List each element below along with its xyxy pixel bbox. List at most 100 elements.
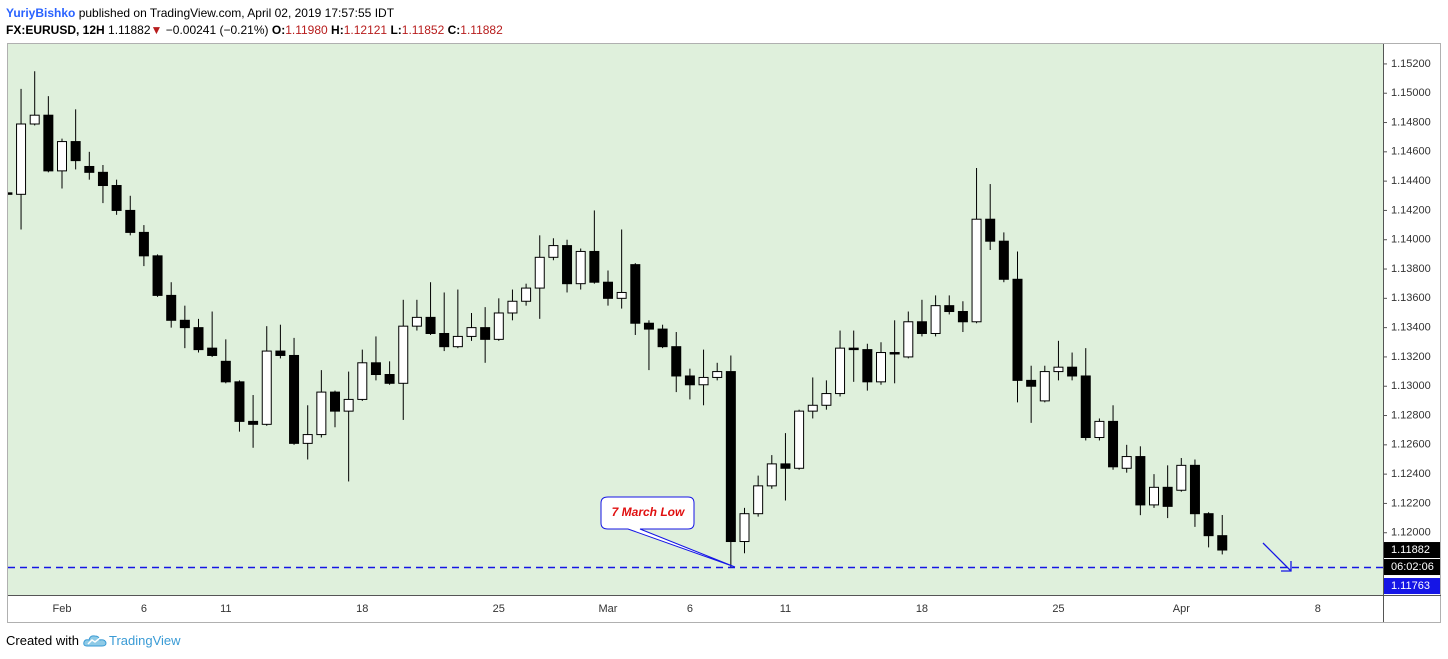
x-tick-label: Apr	[1173, 603, 1190, 615]
direction: ▼	[150, 23, 163, 37]
candle-body	[698, 376, 709, 386]
countdown-box	[1384, 559, 1440, 576]
candle-body	[425, 316, 436, 334]
x-tick-label: 6	[141, 603, 147, 615]
author[interactable]: YuriyBishko	[6, 6, 76, 20]
candle-body	[534, 256, 545, 289]
candle-body	[138, 231, 149, 257]
arrow-shaft	[1262, 542, 1292, 572]
y-tick-label: 1.12800	[1391, 409, 1431, 421]
y-tick-label: 1.13000	[1391, 380, 1431, 392]
arrow-head	[1281, 561, 1292, 572]
candle-body	[166, 294, 177, 321]
y-tick-label: 1.14000	[1391, 234, 1431, 246]
candle-body	[16, 123, 27, 195]
candle-body	[821, 393, 832, 406]
candle-body	[862, 349, 873, 383]
y-tick-label: 1.13200	[1391, 351, 1431, 363]
candle-body	[125, 209, 136, 233]
candle-body	[985, 218, 996, 242]
candle-body	[589, 250, 600, 283]
candle-body	[643, 322, 654, 330]
y-tick-label: 1.14800	[1391, 116, 1431, 128]
candle-body	[1067, 366, 1078, 377]
y-tick-label: 1.14200	[1391, 204, 1431, 216]
candle-body	[29, 114, 40, 125]
ohlc-value: 1.11852	[401, 23, 445, 37]
y-tick-label: 1.13400	[1391, 322, 1431, 334]
candle-body	[739, 513, 750, 543]
x-tick-label: 18	[356, 603, 368, 615]
candle-body	[1121, 456, 1132, 469]
candle-body	[616, 291, 627, 299]
candle-body	[439, 332, 450, 348]
candle-body	[794, 410, 805, 469]
candle-body	[452, 335, 463, 348]
level-price-box	[1384, 578, 1440, 595]
candle-body	[1203, 513, 1214, 537]
candle-body	[370, 362, 381, 376]
candle-body	[384, 374, 395, 384]
candle-body	[275, 350, 286, 356]
logo-line	[87, 637, 101, 645]
x-tick-label: 6	[687, 603, 693, 615]
candle-body	[916, 321, 927, 334]
candle-body	[780, 463, 791, 469]
candle-body	[1176, 464, 1187, 491]
x-tick-label: 25	[1052, 603, 1064, 615]
y-tick-label: 1.12000	[1391, 527, 1431, 539]
candle-body	[848, 347, 859, 351]
candle-body	[411, 316, 422, 327]
y-tick-label: 1.14600	[1391, 146, 1431, 158]
candle-body	[876, 352, 886, 383]
ohlc-label: O:	[271, 23, 286, 37]
candle-body	[1149, 486, 1159, 506]
candle-body	[630, 264, 641, 324]
candle-body	[207, 347, 218, 356]
chart: 1.15200 1.15000 1.14800 1.14600 1.14400 1.142…	[7, 43, 1441, 623]
arrow	[1262, 542, 1292, 572]
axes: 1.15200 1.15000 1.14800 1.14600 1.14400 1.142…	[53, 58, 1440, 615]
footer: Created with TradingView	[6, 632, 181, 650]
candle-body	[998, 240, 1009, 280]
ohlc-value: 1.12121	[343, 23, 388, 37]
y-tick-label: 1.14400	[1391, 175, 1431, 187]
candle-body	[57, 141, 67, 172]
candle-body	[889, 352, 900, 355]
candle-body	[1026, 379, 1037, 387]
ohlc-value: 1.11882	[460, 23, 503, 37]
candle-body	[316, 391, 327, 436]
brand[interactable]: TradingView	[108, 633, 181, 648]
candle-body	[562, 245, 573, 285]
logo	[83, 635, 107, 647]
ohlc-value: 1.11980	[285, 23, 328, 37]
candle-body	[152, 255, 163, 296]
candle-body	[84, 165, 95, 173]
level-price-label: 1.11763	[1391, 580, 1430, 592]
last-price: 1.11882	[108, 23, 151, 37]
candle-body	[220, 360, 231, 383]
candle-body	[493, 312, 504, 340]
footer-text: Created with	[6, 633, 79, 648]
last-price-label: 1.11882	[1391, 544, 1430, 556]
candle-body	[70, 141, 81, 162]
x-tick-label: Mar	[599, 603, 618, 615]
candle-body	[684, 375, 695, 386]
candle-body	[1094, 420, 1105, 439]
candle-body	[1135, 456, 1146, 506]
candle-body	[466, 327, 477, 337]
ohlc-label: C:	[447, 23, 461, 37]
candle-body	[807, 404, 818, 412]
x-tick-label: 25	[493, 603, 505, 615]
candle-body	[657, 328, 668, 348]
x-tick-label: 11	[780, 603, 791, 615]
candle-body	[193, 327, 204, 351]
annotation: 7 March Low	[600, 496, 736, 568]
y-tick-label: 1.12200	[1391, 497, 1431, 509]
candle-body	[753, 485, 764, 515]
candle-body	[234, 381, 245, 422]
candle-body	[8, 192, 13, 195]
candle-body	[957, 311, 968, 323]
candle-body	[944, 305, 955, 313]
candle-body	[97, 171, 108, 187]
